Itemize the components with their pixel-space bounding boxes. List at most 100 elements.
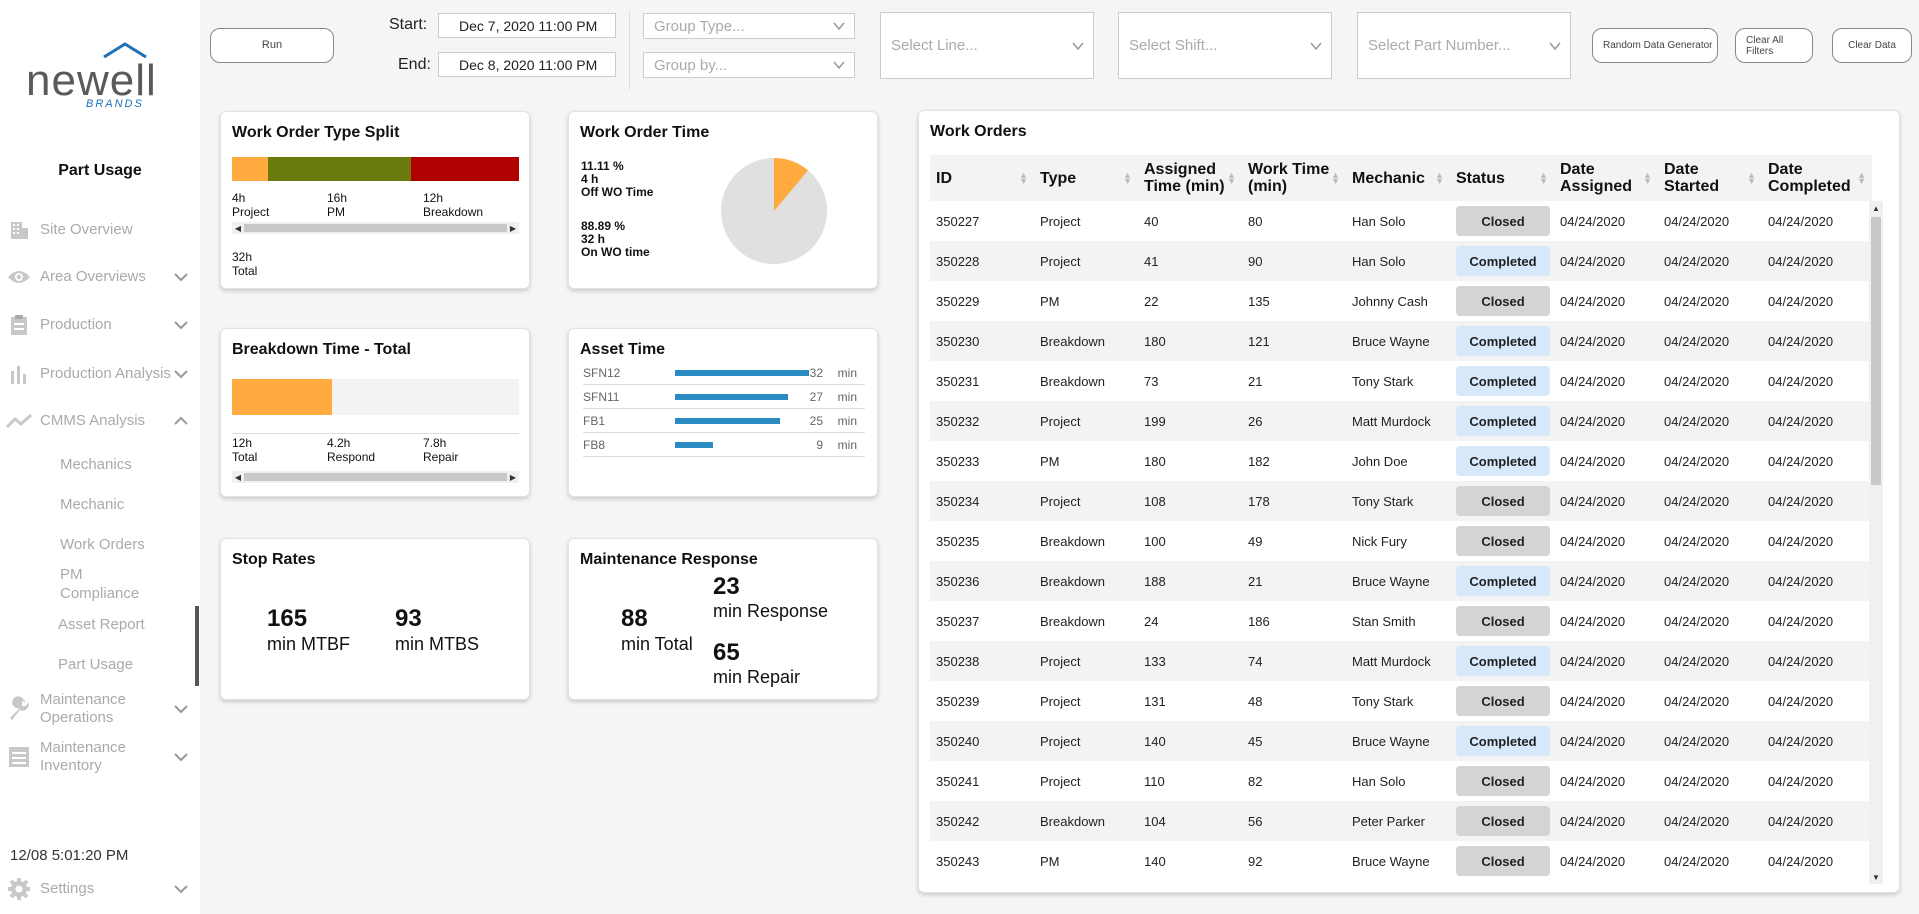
nav-production[interactable]: Production bbox=[0, 314, 200, 336]
column-header[interactable]: ID ▲ ▼ bbox=[930, 155, 1034, 201]
scroll-down-icon[interactable]: ▼ bbox=[1872, 872, 1880, 882]
sort-icon[interactable]: ▲ ▼ bbox=[1435, 170, 1444, 186]
sort-icon[interactable]: ▲ ▼ bbox=[1019, 170, 1028, 186]
sort-icon[interactable]: ▲ ▼ bbox=[1331, 170, 1340, 186]
table-row[interactable]: 350233 PM 180 182 John Doe Completed 04/24/202… bbox=[930, 441, 1872, 481]
sort-icon[interactable]: ▲ ▼ bbox=[1227, 170, 1236, 186]
table-row[interactable]: 350229 PM 22 135 Johnny Cash Closed 04/24/2020… bbox=[930, 281, 1872, 321]
mtbf-value: 165 bbox=[267, 605, 308, 632]
scroll-thumb[interactable] bbox=[244, 224, 507, 232]
nav-settings[interactable]: Settings bbox=[0, 878, 200, 900]
table-row[interactable]: 350231 Breakdown 73 21 Tony Stark Completed 04… bbox=[930, 361, 1872, 401]
table-row[interactable]: 350241 Project 110 82 Han Solo Closed 04/24/20… bbox=[930, 761, 1872, 801]
group-by-select[interactable]: Group by... bbox=[643, 52, 855, 78]
table-cell: 80 bbox=[1248, 213, 1263, 229]
scroll-thumb[interactable] bbox=[244, 473, 507, 481]
nav-production-analysis[interactable]: Production Analysis bbox=[0, 355, 200, 393]
scroll-left-icon[interactable]: ◀ bbox=[234, 223, 242, 233]
split-pm-label: PM bbox=[327, 205, 345, 219]
nav-site-overview[interactable]: Site Overview bbox=[0, 219, 200, 241]
column-header[interactable]: Assigned Time (min) ▲ ▼ bbox=[1138, 155, 1242, 201]
sort-icon[interactable]: ▲ ▼ bbox=[1539, 170, 1548, 186]
table-row[interactable]: 350239 Project 131 48 Tony Stark Closed 04/24/… bbox=[930, 681, 1872, 721]
sort-icon[interactable]: ▲ ▼ bbox=[1123, 170, 1132, 186]
sub-item-work-orders[interactable]: Work Orders bbox=[60, 536, 145, 553]
card-title: Breakdown Time - Total bbox=[232, 341, 411, 358]
group-type-select[interactable]: Group Type... bbox=[643, 13, 855, 39]
chevron-down-icon[interactable] bbox=[172, 365, 190, 383]
sort-icon[interactable]: ▲ ▼ bbox=[1857, 170, 1866, 186]
table-row[interactable]: 350236 Breakdown 188 21 Bruce Wayne Completed… bbox=[930, 561, 1872, 601]
chevron-down-icon[interactable] bbox=[172, 700, 190, 718]
wo-time-card: Work Order Time 11.11 % 4 h Off WO Time … bbox=[568, 111, 878, 289]
part-number-select[interactable]: Select Part Number... bbox=[1357, 12, 1571, 79]
table-cell: 04/24/2020 bbox=[1560, 373, 1626, 389]
sort-icon[interactable]: ▲ ▼ bbox=[1643, 170, 1652, 186]
column-header[interactable]: Date Started ▲ ▼ bbox=[1658, 155, 1762, 201]
scroll-right-icon[interactable]: ▶ bbox=[509, 223, 517, 233]
table-cell: 133 bbox=[1144, 653, 1166, 669]
table-row[interactable]: 350230 Breakdown 180 121 Bruce Wayne Complete… bbox=[930, 321, 1872, 361]
vertical-scrollbar[interactable]: ▲ ▼ bbox=[1869, 201, 1883, 884]
line-select[interactable]: Select Line... bbox=[880, 12, 1094, 79]
table-row[interactable]: 350243 PM 140 92 Bruce Wayne Closed 04/24/2020… bbox=[930, 841, 1872, 881]
status-cell: Closed bbox=[1450, 206, 1554, 236]
table-cell: Peter Parker bbox=[1352, 813, 1425, 829]
scroll-thumb[interactable] bbox=[1871, 217, 1881, 485]
sub-item-part-usage[interactable]: Part Usage bbox=[58, 656, 134, 673]
logo-wordmark: newell bbox=[26, 56, 157, 105]
end-date-input[interactable]: Dec 8, 2020 11:00 PM bbox=[438, 52, 616, 77]
horizontal-scrollbar[interactable]: ◀ ▶ bbox=[232, 471, 519, 483]
sidebar-scroll-indicator[interactable] bbox=[195, 606, 199, 686]
start-date-input[interactable]: Dec 7, 2020 11:00 PM bbox=[438, 13, 616, 38]
nav-maintenance-operations[interactable]: Maintenance Operations bbox=[0, 690, 200, 728]
table-cell: 82 bbox=[1248, 773, 1263, 789]
chevron-down-icon[interactable] bbox=[172, 880, 190, 898]
scroll-right-icon[interactable]: ▶ bbox=[509, 472, 517, 482]
column-header[interactable]: Date Assigned ▲ ▼ bbox=[1554, 155, 1658, 201]
horizontal-scrollbar[interactable]: ◀ ▶ bbox=[232, 222, 519, 234]
chevron-up-icon[interactable] bbox=[172, 412, 190, 430]
table-row[interactable]: 350227 Project 40 80 Han Solo Closed 04/24/202… bbox=[930, 201, 1872, 241]
nav-area-overviews[interactable]: Area Overviews bbox=[0, 266, 200, 288]
chevron-down-icon[interactable] bbox=[172, 316, 190, 334]
status-cell: Completed bbox=[1450, 726, 1554, 756]
chevron-down-icon[interactable] bbox=[172, 748, 190, 766]
column-header[interactable]: Status ▲ ▼ bbox=[1450, 155, 1554, 201]
sub-item-pm-compliance[interactable]: PM Compliance bbox=[60, 566, 140, 602]
sort-icon[interactable]: ▲ ▼ bbox=[1747, 170, 1756, 186]
column-header[interactable]: Work Time (min) ▲ ▼ bbox=[1242, 155, 1346, 201]
status-cell: Completed bbox=[1450, 326, 1554, 356]
random-data-button[interactable]: Random Data Generator bbox=[1592, 28, 1718, 63]
split-segment-pm bbox=[267, 157, 412, 181]
column-header[interactable]: Date Completed ▲ ▼ bbox=[1762, 155, 1872, 201]
column-header[interactable]: Mechanic ▲ ▼ bbox=[1346, 155, 1450, 201]
wo-time-pie bbox=[721, 158, 827, 264]
table-row[interactable]: 350235 Breakdown 100 49 Nick Fury Closed 04/24… bbox=[930, 521, 1872, 561]
column-header[interactable]: Type ▲ ▼ bbox=[1034, 155, 1138, 201]
breakdown-bar-fill bbox=[232, 379, 333, 415]
table-row[interactable]: 350237 Breakdown 24 186 Stan Smith Closed 04/2… bbox=[930, 601, 1872, 641]
table-row[interactable]: 350240 Project 140 45 Bruce Wayne Completed 04… bbox=[930, 721, 1872, 761]
asset-name: FB8 bbox=[583, 437, 606, 452]
card-title: Work Orders bbox=[930, 123, 1027, 140]
run-button[interactable]: Run bbox=[210, 28, 334, 63]
chevron-down-icon[interactable] bbox=[172, 268, 190, 286]
repair-value: 65 bbox=[713, 639, 740, 666]
sub-item-asset-report[interactable]: Asset Report bbox=[58, 616, 145, 633]
clear-data-button[interactable]: Clear Data bbox=[1832, 28, 1912, 63]
scroll-left-icon[interactable]: ◀ bbox=[234, 472, 242, 482]
clear-all-filters-button[interactable]: Clear All Filters bbox=[1735, 28, 1813, 63]
nav-cmms-analysis[interactable]: CMMS Analysis bbox=[0, 410, 200, 432]
table-row[interactable]: 350242 Breakdown 104 56 Peter Parker Closed 04… bbox=[930, 801, 1872, 841]
card-title: Work Order Time bbox=[580, 124, 710, 141]
sub-item-mechanic[interactable]: Mechanic bbox=[60, 496, 125, 513]
table-row[interactable]: 350228 Project 41 90 Han Solo Completed 04/24/… bbox=[930, 241, 1872, 281]
table-row[interactable]: 350234 Project 108 178 Tony Stark Closed 04/24… bbox=[930, 481, 1872, 521]
sub-item-mechanics[interactable]: Mechanics bbox=[60, 456, 132, 473]
shift-select[interactable]: Select Shift... bbox=[1118, 12, 1332, 79]
table-row[interactable]: 350232 Project 199 26 Matt Murdock Completed 0… bbox=[930, 401, 1872, 441]
scroll-up-icon[interactable]: ▲ bbox=[1872, 203, 1880, 213]
nav-maintenance-inventory[interactable]: Maintenance Inventory bbox=[0, 738, 200, 776]
table-row[interactable]: 350238 Project 133 74 Matt Murdock Completed 0… bbox=[930, 641, 1872, 681]
